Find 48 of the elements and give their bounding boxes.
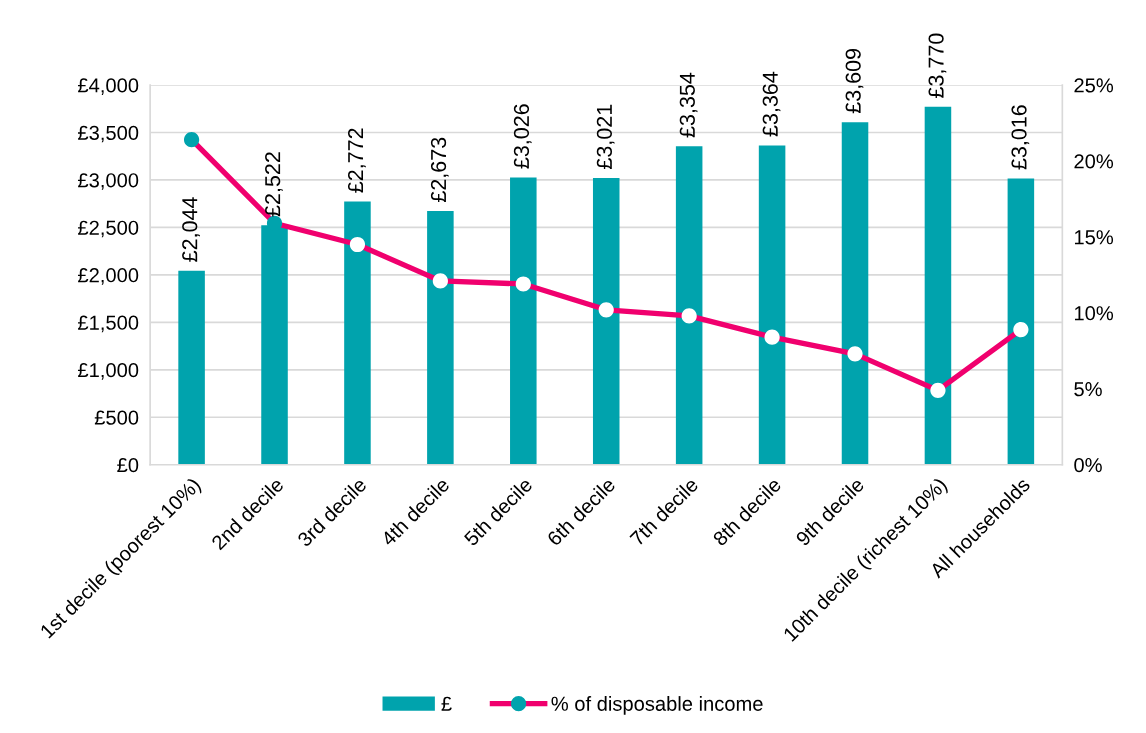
- y-tick-label: £500: [94, 410, 139, 425]
- point: [681, 308, 697, 324]
- point: [349, 236, 366, 253]
- point: [432, 273, 448, 289]
- point: [598, 302, 614, 318]
- y-tick-label: £1,500: [77, 315, 139, 333]
- y-tick-label: £3,500: [77, 125, 139, 143]
- y2-tick-label: 15%: [1074, 230, 1114, 245]
- y-tick-label: £1,000: [77, 363, 139, 380]
- data-label: £2,673: [430, 137, 449, 203]
- y2-tick-label: 10%: [1074, 306, 1114, 321]
- point: [847, 346, 863, 362]
- y-tick-label: £0: [117, 457, 139, 473]
- point: [183, 132, 200, 148]
- legend-label: £: [441, 696, 452, 711]
- legend-label: % of disposable income: [551, 696, 763, 715]
- data-label: £2,772: [347, 128, 366, 193]
- point: [1013, 321, 1029, 338]
- bar: [178, 270, 205, 465]
- point: [764, 329, 780, 345]
- data-label: £3,016: [1011, 105, 1030, 170]
- y2-tick-label: 0%: [1074, 457, 1102, 473]
- bar: [592, 177, 620, 465]
- bar: [427, 210, 454, 465]
- data-label: £2,522: [265, 152, 283, 217]
- point: [930, 382, 946, 398]
- y2-tick-label: 25%: [1074, 78, 1114, 93]
- y-tick-label: £3,000: [77, 173, 139, 190]
- data-label: £3,364: [762, 71, 781, 137]
- bar: [344, 201, 371, 465]
- data-label: £3,021: [596, 104, 615, 170]
- bar: [510, 177, 537, 465]
- y2-tick-label: 20%: [1074, 154, 1114, 169]
- bar: [841, 122, 869, 465]
- data-label: £3,354: [679, 72, 698, 138]
- data-label: £3,026: [513, 104, 532, 169]
- y-tick-label: £2,000: [77, 268, 139, 285]
- bar: [758, 145, 786, 465]
- data-label: £2,044: [182, 197, 200, 262]
- bar: [924, 106, 952, 465]
- bar: [1007, 178, 1035, 465]
- data-label: £3,609: [845, 48, 864, 114]
- y-tick-label: £4,000: [77, 78, 139, 95]
- bar: [675, 146, 703, 465]
- point: [515, 276, 531, 292]
- y-tick-label: £2,500: [77, 220, 139, 238]
- y2-tick-label: 5%: [1074, 382, 1102, 397]
- data-label: £3,770: [928, 33, 947, 98]
